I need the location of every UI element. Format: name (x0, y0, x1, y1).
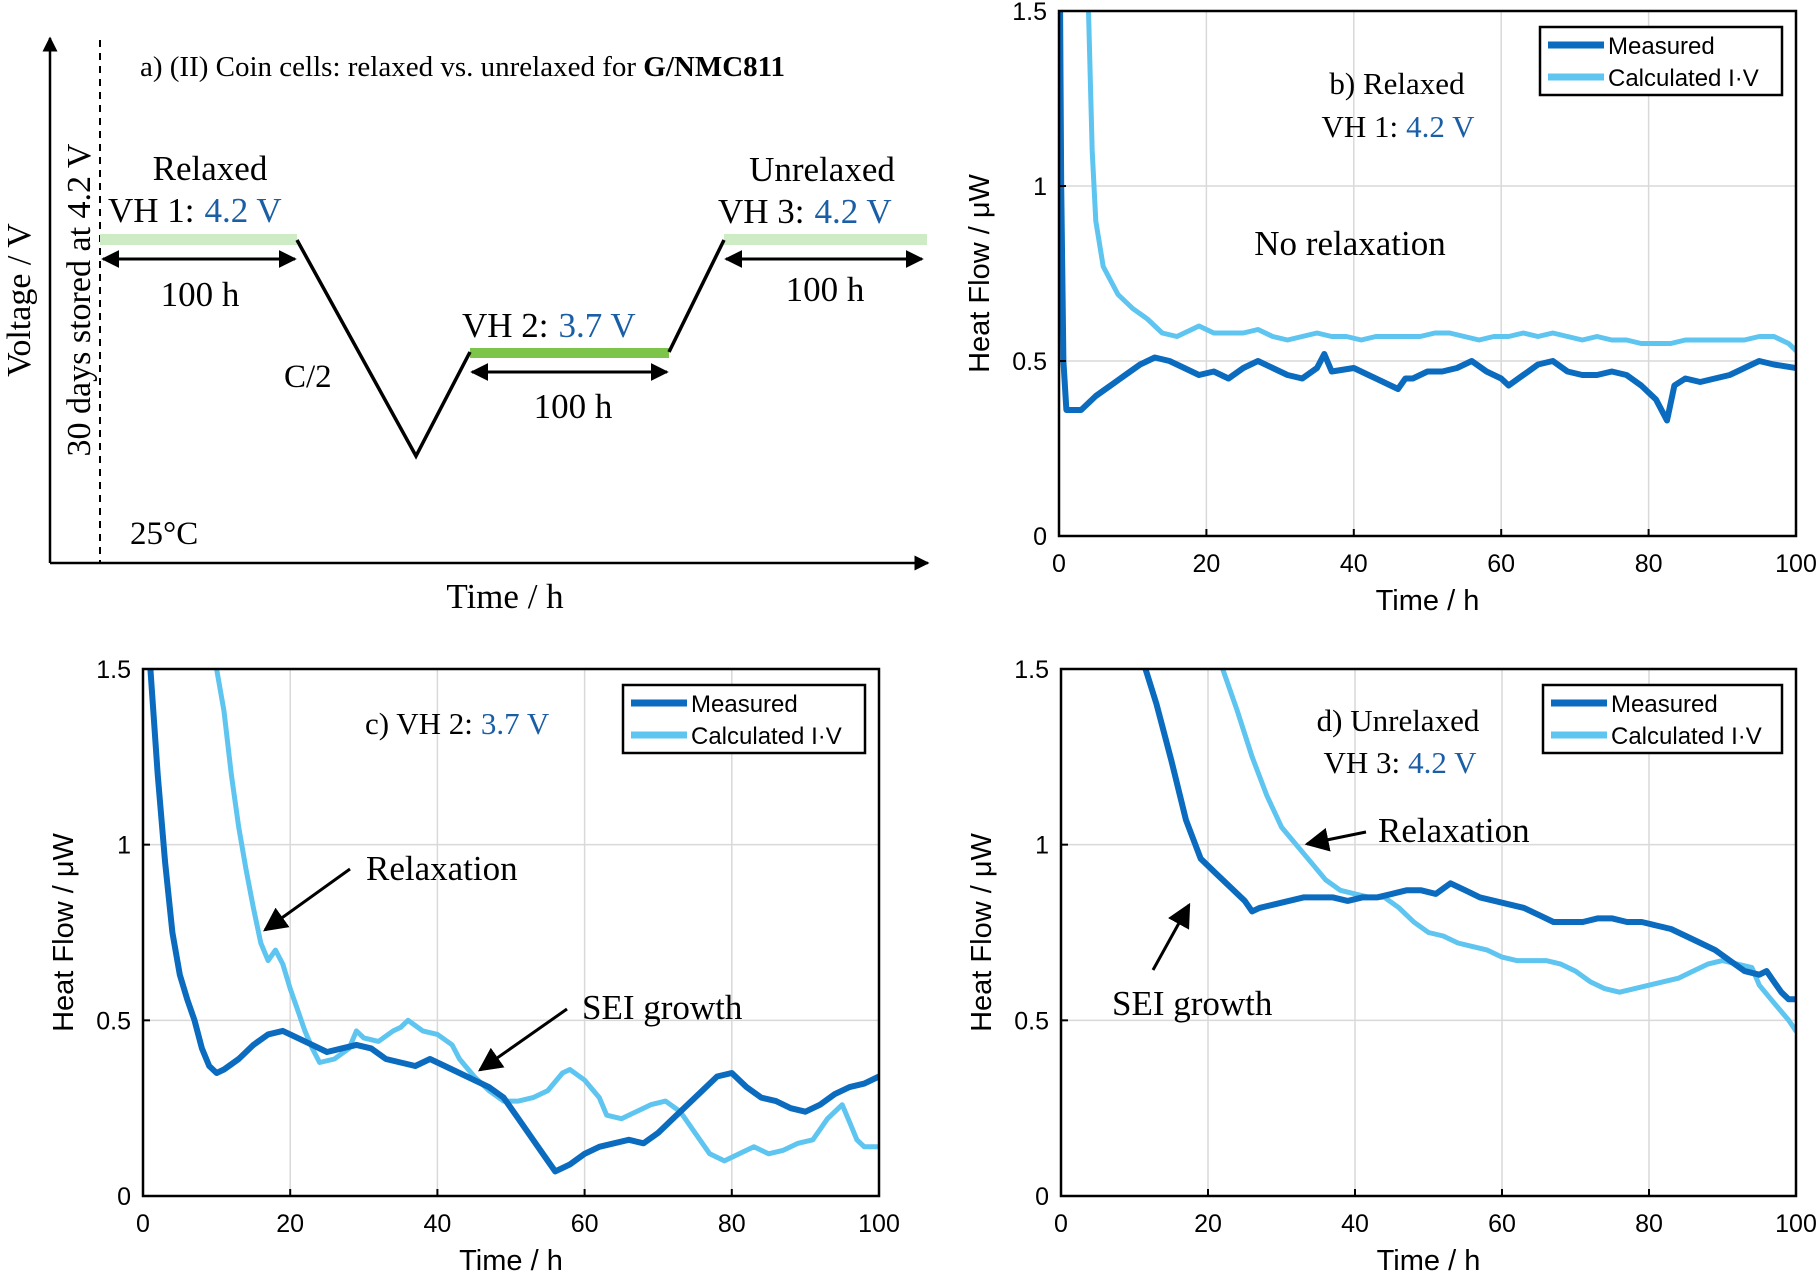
panel-b-series-calculated-line (1086, 11, 1796, 353)
panel-d-relaxation-label: Relaxation (1378, 811, 1530, 850)
panel-b-x-tick-label: 0 (1052, 550, 1066, 578)
hold2-label: VH 2: 3.7 V (462, 306, 636, 345)
panel-d-sei-arrow (1151, 902, 1191, 971)
panel-c-label: c) VH 2: 3.7 V (365, 706, 550, 741)
panel-d-y-tick-label: 0.5 (1014, 1007, 1049, 1035)
hold1-duration: 100 h (161, 275, 240, 314)
panel-c-series-measured-line (147, 669, 879, 1175)
panel-c-axes-box (141, 667, 881, 1198)
panel-c-y-tick-label: 0.5 (96, 1007, 131, 1035)
panel-d-y-tick-label: 1.5 (1014, 656, 1049, 684)
panel-c-y-tick-label: 1.5 (96, 656, 131, 684)
panel-b-plot: 0 20 40 60 80 100 0 0.5 1 1.5 Time / h Heat Flow / … (964, 0, 1817, 617)
panel-c-x-tick-label: 60 (571, 1210, 599, 1238)
panel-d-x-tick-label: 0 (1054, 1210, 1068, 1238)
rate-label: C/2 (284, 359, 332, 395)
temperature-label: 25°C (130, 516, 198, 552)
panel-a-title: a) (II) Coin cells: relaxed vs. unrelaxe… (140, 51, 785, 83)
panel-c-legend-label-measured: Measured (691, 691, 798, 718)
panel-d-annotations: d) Unrelaxed VH 3: 4.2 V Relaxation SEI g… (1112, 703, 1530, 1023)
panel-d-x-tick-label: 20 (1194, 1210, 1222, 1238)
panel-d-y-tick-label: 1 (1035, 832, 1049, 860)
hold-bar-vh3 (724, 234, 927, 245)
panel-d-plot: 0 20 40 60 80 100 0 0.5 1 1.5 Time / h Heat Flow / … (966, 656, 1817, 1273)
panel-c-plot: 0 20 40 60 80 100 0 0.5 1 1.5 Time / h Heat Flow / … (48, 656, 900, 1273)
panel-b-legend: Measured Calculated I·V (1538, 25, 1784, 97)
panel-d-x-tick-label: 80 (1635, 1210, 1663, 1238)
panel-c-sei-label: SEI growth (582, 988, 743, 1027)
panel-c-x-tick-label: 20 (276, 1210, 304, 1238)
panel-d-axes-box (1059, 667, 1798, 1198)
panel-c-x-tick-label: 80 (718, 1210, 746, 1238)
panel-d-y-tick-label: 0 (1035, 1183, 1049, 1211)
panel-a-x-label: Time / h (446, 577, 564, 616)
recharge-line (667, 239, 726, 353)
panel-d-series-calculated-line (1220, 669, 1796, 1034)
hold2-duration: 100 h (534, 387, 613, 426)
panel-c-x-tick-label: 40 (423, 1210, 451, 1238)
panel-d-hold-label: VH 3: 4.2 V (1324, 745, 1478, 780)
discharge-charge-line (295, 239, 472, 460)
panel-b-x-tick-label: 60 (1487, 550, 1515, 578)
panel-b-x-tick-label: 40 (1340, 550, 1368, 578)
panel-c-y-axis-label: Heat Flow / μW (48, 832, 80, 1031)
panel-b-x-axis-label: Time / h (1376, 585, 1480, 617)
panel-b-legend-label-measured: Measured (1608, 33, 1715, 60)
panel-a-y-label: Voltage / V (1, 223, 38, 377)
panel-c-relaxation-arrow (263, 867, 351, 932)
hold1-header: Relaxed (153, 149, 268, 188)
panel-c-legend: Measured Calculated I·V (621, 683, 867, 755)
panel-a-schematic: a) (II) Coin cells: relaxed vs. unrelaxe… (1, 36, 930, 616)
panel-d-legend: Measured Calculated I·V (1541, 683, 1784, 755)
panel-c-y-tick-label: 1 (117, 832, 131, 860)
panel-b-y-tick-label: 0.5 (1012, 348, 1047, 376)
panel-b-legend-box (1538, 25, 1784, 97)
panel-b-y-tick-label: 0 (1033, 523, 1047, 551)
panel-d-x-tick-label: 40 (1341, 1210, 1369, 1238)
panel-b-annotations: b) Relaxed VH 1: 4.2 V No relaxation (1254, 66, 1475, 263)
panel-c-legend-label-calculated: Calculated I·V (691, 723, 842, 750)
panel-d-legend-label-measured: Measured (1611, 691, 1718, 718)
panel-b-axes-box (1057, 9, 1798, 538)
panel-c-annotations: c) VH 2: 3.7 V Relaxation SEI growth (263, 706, 743, 1072)
panel-c-relaxation-label: Relaxation (366, 849, 518, 888)
panel-b-x-tick-label: 100 (1775, 550, 1817, 578)
hold3-duration: 100 h (786, 270, 865, 309)
panel-c-y-tick-label: 0 (117, 1183, 131, 1211)
panel-b-hold-label: VH 1: 4.2 V (1322, 109, 1476, 144)
panel-d-legend-box (1541, 683, 1784, 755)
panel-d-y-axis-label: Heat Flow / μW (966, 832, 998, 1031)
panel-c-x-tick-label: 0 (136, 1210, 150, 1238)
panel-d-x-axis-label: Time / h (1377, 1245, 1481, 1273)
panel-d-x-tick-label: 100 (1775, 1210, 1817, 1238)
panel-c-x-tick-label: 100 (858, 1210, 900, 1238)
panel-c-sei-arrow (478, 1007, 568, 1072)
hold1-label: VH 1: 4.2 V (108, 191, 282, 230)
panel-d-relaxation-arrow (1304, 827, 1367, 852)
storage-label: 30 days stored at 4.2 V (61, 143, 98, 456)
panel-c-legend-box (621, 683, 867, 755)
panel-d-legend-label-calculated: Calculated I·V (1611, 723, 1762, 750)
hold3-label: VH 3: 4.2 V (718, 192, 892, 231)
panel-b-legend-label-calculated: Calculated I·V (1608, 65, 1759, 92)
panel-b-x-tick-label: 80 (1635, 550, 1663, 578)
panel-d-series-measured-line (1142, 669, 1796, 1003)
no-relaxation-note: No relaxation (1254, 224, 1445, 263)
panel-b-x-tick-label: 20 (1192, 550, 1220, 578)
panel-b-y-tick-label: 1.5 (1012, 0, 1047, 26)
panel-c-x-axis-label: Time / h (459, 1245, 563, 1273)
panel-b-y-axis-label: Heat Flow / μW (964, 173, 996, 372)
panel-b-y-tick-label: 1 (1033, 173, 1047, 201)
panel-b-label: b) Relaxed (1329, 66, 1465, 101)
panel-d-sei-label: SEI growth (1112, 984, 1273, 1023)
hold-bar-vh1 (100, 234, 297, 245)
hold3-header: Unrelaxed (749, 150, 895, 189)
hold-bar-vh2 (470, 348, 669, 358)
panel-d-x-tick-label: 60 (1488, 1210, 1516, 1238)
panel-b-series-measured-line (1059, 11, 1796, 424)
panel-d-label: d) Unrelaxed (1317, 703, 1480, 738)
